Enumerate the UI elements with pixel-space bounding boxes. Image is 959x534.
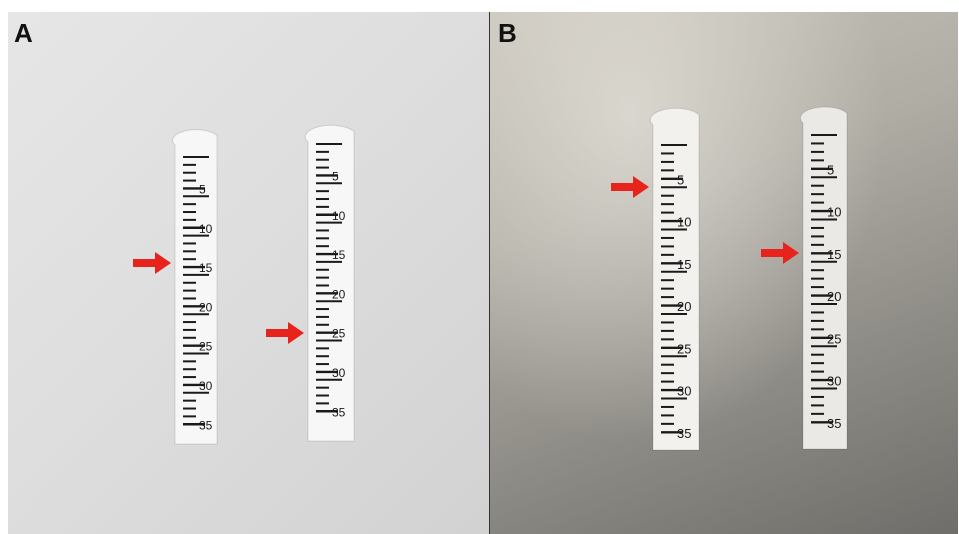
scale-number: 35	[827, 416, 841, 431]
scale-number: 5	[677, 172, 684, 187]
scale-number: 30	[677, 384, 691, 399]
measuring-strip-b2: 5 10 15 20 25 30 35	[799, 101, 848, 450]
scale-number: 35	[332, 405, 346, 419]
panel-a: A 5 10 15 20 25 30 35 5 10 15 20 25 30 35	[8, 12, 490, 534]
scale-number: 30	[199, 379, 213, 393]
strip-body	[304, 124, 355, 442]
scale-number: 15	[677, 257, 691, 272]
arrow-shape	[761, 242, 799, 265]
scale-number: 35	[199, 418, 213, 432]
scale-number: 10	[199, 222, 213, 236]
red-arrow-icon	[266, 321, 306, 344]
red-arrow-icon	[133, 252, 173, 275]
panel-b: B 5 10 15 20 25 30 35 5 10 15 20 25 30 35	[490, 12, 958, 534]
measuring-strip-b1: 5 10 15 20 25 30 35	[649, 102, 700, 451]
scale-number: 20	[677, 299, 691, 314]
scale-number: 5	[332, 169, 339, 183]
scale-number: 25	[677, 341, 691, 356]
arrow-shape	[133, 252, 171, 275]
scale-number: 15	[827, 247, 841, 262]
panel-b-label: B	[498, 18, 517, 48]
scale-number: 15	[332, 248, 346, 262]
red-arrow-icon	[611, 176, 651, 199]
scale-number: 15	[199, 261, 213, 275]
scale-number: 30	[827, 374, 841, 389]
scale-number: 20	[199, 300, 213, 314]
scale-number: 20	[827, 289, 841, 304]
scale-number: 5	[827, 162, 834, 177]
strip-body	[172, 129, 218, 445]
scale-number: 20	[332, 287, 346, 301]
arrow-shape	[611, 176, 649, 199]
panel-a-label: A	[14, 18, 33, 48]
scale-number: 10	[332, 209, 346, 223]
scale-number: 25	[827, 331, 841, 346]
scale-number: 25	[332, 327, 346, 341]
scale-number: 5	[199, 182, 206, 196]
scale-number: 10	[827, 205, 841, 220]
scale-number: 25	[199, 340, 213, 354]
scale-number: 30	[332, 366, 346, 380]
scale-number: 10	[677, 215, 691, 230]
red-arrow-icon	[761, 242, 801, 265]
measuring-strip-a1: 5 10 15 20 25 30 35	[172, 124, 218, 445]
measuring-strip-a2: 5 10 15 20 25 30 35	[304, 119, 355, 442]
arrow-shape	[266, 321, 304, 344]
scale-number: 35	[677, 426, 691, 441]
